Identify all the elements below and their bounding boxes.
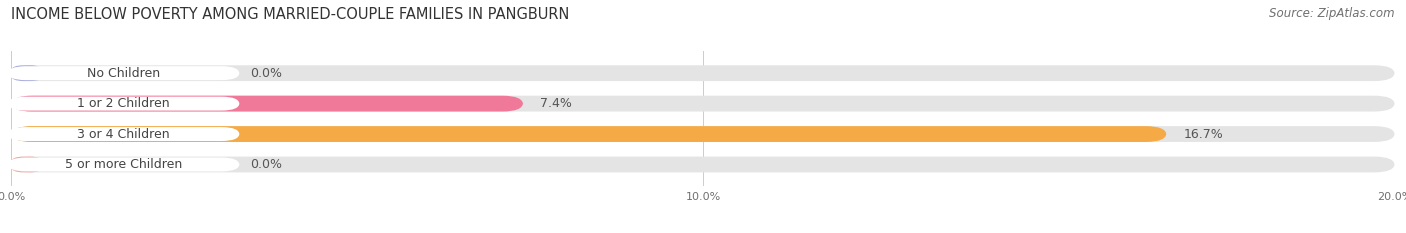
- Text: 3 or 4 Children: 3 or 4 Children: [77, 127, 170, 140]
- FancyBboxPatch shape: [11, 96, 1395, 112]
- FancyBboxPatch shape: [11, 157, 42, 172]
- Text: 0.0%: 0.0%: [250, 67, 281, 80]
- Text: 0.0%: 0.0%: [250, 158, 281, 171]
- FancyBboxPatch shape: [11, 65, 1395, 81]
- Text: No Children: No Children: [87, 67, 160, 80]
- FancyBboxPatch shape: [8, 158, 239, 171]
- Text: 5 or more Children: 5 or more Children: [65, 158, 183, 171]
- Text: 16.7%: 16.7%: [1184, 127, 1223, 140]
- FancyBboxPatch shape: [8, 127, 239, 141]
- FancyBboxPatch shape: [11, 157, 1395, 172]
- Text: 7.4%: 7.4%: [540, 97, 572, 110]
- FancyBboxPatch shape: [11, 65, 42, 81]
- FancyBboxPatch shape: [8, 97, 239, 111]
- FancyBboxPatch shape: [11, 96, 523, 112]
- Text: Source: ZipAtlas.com: Source: ZipAtlas.com: [1270, 7, 1395, 20]
- FancyBboxPatch shape: [11, 126, 1395, 142]
- FancyBboxPatch shape: [11, 126, 1167, 142]
- Text: INCOME BELOW POVERTY AMONG MARRIED-COUPLE FAMILIES IN PANGBURN: INCOME BELOW POVERTY AMONG MARRIED-COUPL…: [11, 7, 569, 22]
- Text: 1 or 2 Children: 1 or 2 Children: [77, 97, 170, 110]
- FancyBboxPatch shape: [8, 66, 239, 80]
